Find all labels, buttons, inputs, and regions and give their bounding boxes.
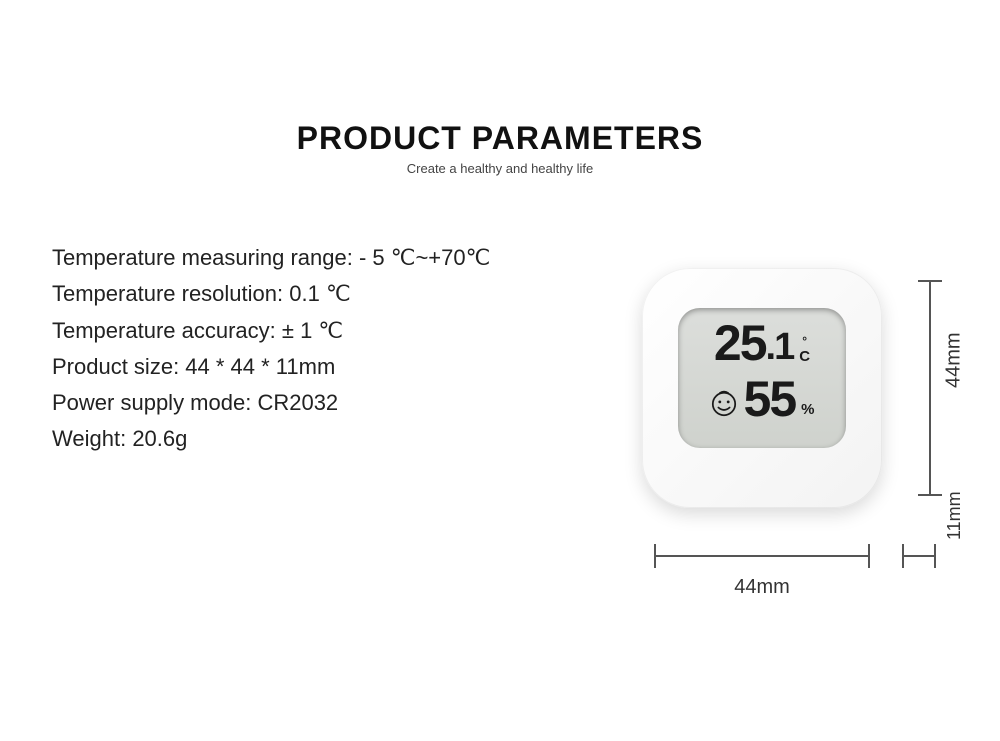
dimension-line-icon [656, 555, 868, 557]
celsius-letter: C [799, 349, 810, 364]
spec-value: 44 * 44 * 11mm [185, 354, 335, 379]
header: PRODUCT PARAMETERS Create a healthy and … [0, 0, 1000, 176]
temperature-decimal: .1 [766, 328, 794, 366]
spec-value: CR2032 [257, 390, 338, 415]
spec-row: Weight: 20.6g [52, 421, 490, 457]
dimension-height: 44mm [918, 268, 942, 508]
device-body: 25 .1 ° C 55 % [642, 268, 882, 508]
spec-row: Product size: 44 * 44 * 11mm [52, 349, 490, 385]
temperature-unit: ° C [799, 335, 810, 364]
face-icon [710, 390, 738, 418]
dimension-tick-icon [918, 494, 942, 496]
page-subtitle: Create a healthy and healthy life [0, 161, 1000, 176]
spec-row: Power supply mode: CR2032 [52, 385, 490, 421]
spec-label: Weight [52, 426, 120, 451]
spec-label: Product size [52, 354, 173, 379]
spec-row: Temperature resolution: 0.1 ℃ [52, 276, 490, 312]
dimension-depth: 11mm [898, 544, 940, 568]
spec-label: Temperature resolution [52, 281, 277, 306]
spec-row: Temperature accuracy: ± 1 ℃ [52, 313, 490, 349]
spec-row: Temperature measuring range: - 5 ℃~+70℃ [52, 240, 490, 276]
spec-value: 20.6g [132, 426, 187, 451]
humidity-value: 55 [744, 374, 796, 424]
dimension-width-label: 44mm [734, 576, 790, 599]
page-title: PRODUCT PARAMETERS [0, 120, 1000, 157]
percent-icon: % [801, 401, 814, 418]
dimension-depth-label: 11mm [944, 491, 965, 540]
spec-label: Temperature measuring range [52, 245, 347, 270]
humidity-row: 55 % [690, 374, 834, 424]
dimension-tick-icon [868, 544, 870, 568]
temperature-main: 25 [714, 318, 766, 368]
spec-value: ± 1 ℃ [282, 318, 343, 343]
dimension-height-label: 44mm [943, 332, 966, 388]
dimension-width: 44mm [642, 544, 882, 568]
spec-label: Temperature accuracy [52, 318, 270, 343]
spec-value: 0.1 ℃ [289, 281, 350, 306]
dimension-line-icon [929, 282, 931, 494]
spec-list: Temperature measuring range: - 5 ℃~+70℃ … [52, 240, 490, 458]
dimension-tick-icon [934, 544, 936, 568]
temperature-row: 25 .1 ° C [690, 318, 834, 368]
dimension-line-icon [904, 555, 934, 557]
degree-symbol-icon: ° [802, 335, 807, 347]
device-screen: 25 .1 ° C 55 % [678, 308, 846, 448]
spec-label: Power supply mode [52, 390, 245, 415]
product-figure: 25 .1 ° C 55 % [642, 260, 982, 680]
spec-value: - 5 ℃~+70℃ [359, 245, 490, 270]
